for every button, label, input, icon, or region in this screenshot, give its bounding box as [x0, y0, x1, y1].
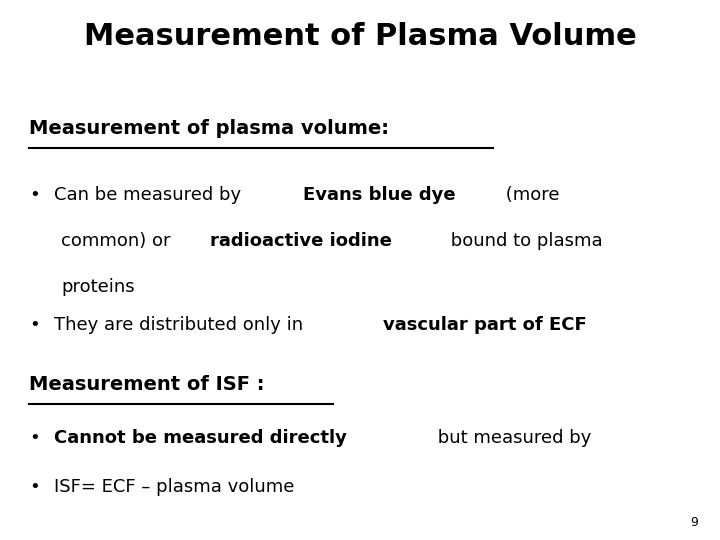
Text: •: • [29, 429, 40, 447]
Text: Measurement of Plasma Volume: Measurement of Plasma Volume [84, 22, 636, 51]
Text: but measured by: but measured by [432, 429, 591, 447]
Text: 9: 9 [690, 516, 698, 529]
Text: common) or: common) or [61, 232, 176, 250]
Text: Can be measured by: Can be measured by [54, 186, 247, 204]
Text: Cannot be measured directly: Cannot be measured directly [54, 429, 347, 447]
Text: •: • [29, 186, 40, 204]
Text: •: • [29, 316, 40, 334]
Text: Measurement of plasma volume:: Measurement of plasma volume: [29, 119, 389, 138]
Text: Measurement of ISF :: Measurement of ISF : [29, 375, 264, 394]
Text: ISF= ECF – plasma volume: ISF= ECF – plasma volume [54, 478, 294, 496]
Text: Evans blue dye: Evans blue dye [303, 186, 456, 204]
Text: radioactive iodine: radioactive iodine [210, 232, 392, 250]
Text: proteins: proteins [61, 278, 135, 296]
Text: (more: (more [500, 186, 559, 204]
Text: They are distributed only in: They are distributed only in [54, 316, 309, 334]
Text: bound to plasma: bound to plasma [444, 232, 602, 250]
Text: •: • [29, 478, 40, 496]
Text: vascular part of ECF: vascular part of ECF [383, 316, 587, 334]
